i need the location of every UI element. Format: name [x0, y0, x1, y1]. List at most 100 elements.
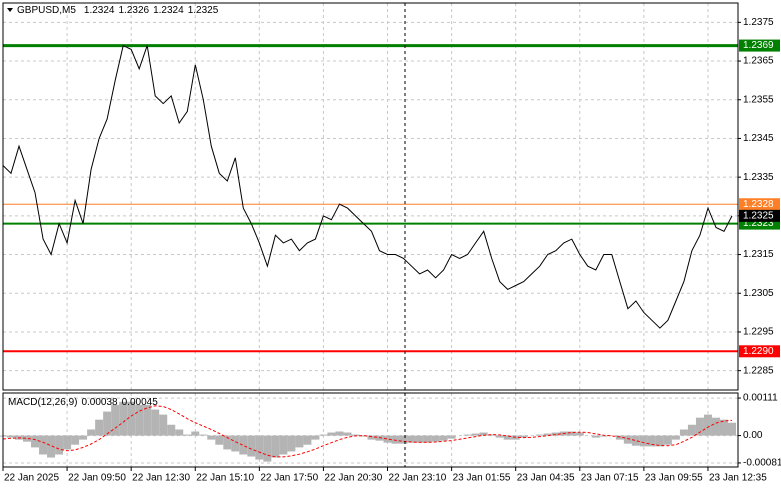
macd-bar — [103, 411, 112, 436]
labels: 1.2285 1.2295 1.2305 1.2315 1.2325 1.2335 1.23… — [2, 17, 781, 484]
macd-bar — [599, 435, 608, 437]
macd-bar — [431, 435, 440, 442]
macd-bar — [239, 435, 248, 455]
macd-bar — [159, 414, 168, 436]
macd-bar — [639, 435, 648, 447]
macd-bar — [71, 435, 80, 445]
high: 1.2326 — [119, 5, 150, 16]
signal-line — [2, 405, 733, 458]
macd-bar — [703, 414, 712, 436]
macd-bar — [87, 429, 96, 436]
macd-value: 0.00038 — [81, 397, 118, 408]
macd-bar — [487, 434, 496, 436]
macd-bar — [551, 432, 560, 436]
macd-bar — [263, 435, 272, 462]
level-label: 1.2369 — [743, 40, 774, 51]
macd-bar — [39, 435, 48, 455]
macd-bar — [255, 435, 264, 460]
macd-bar — [647, 435, 656, 447]
macd-bar — [567, 431, 576, 436]
y-tick-label: 1.2315 — [743, 249, 774, 260]
macd-frame — [2, 392, 739, 468]
macd-bar — [503, 435, 512, 440]
price-frame — [2, 2, 739, 391]
x-tick-label: 22 Jan 2025 — [4, 473, 59, 484]
macd-bar — [167, 424, 176, 436]
y-tick-label: 1.2305 — [743, 288, 774, 299]
x-tick-label: 23 Jan 07:15 — [581, 473, 639, 484]
x-tick-label: 22 Jan 09:50 — [68, 473, 126, 484]
x-tick-label: 22 Jan 20:30 — [324, 473, 382, 484]
macd-bar — [183, 434, 192, 436]
chart-header: GBPUSD,M5 1.2324 1.2326 1.2324 1.2325 — [17, 5, 219, 16]
macd-bar — [79, 435, 88, 440]
y-tick-label: 1.2375 — [743, 17, 774, 28]
macd-bar — [47, 435, 56, 458]
x-tick-label: 22 Jan 17:50 — [260, 473, 318, 484]
macd-bar — [111, 404, 120, 436]
price-label: 1.2325 — [743, 210, 774, 221]
x-tick-label: 23 Jan 12:35 — [709, 473, 767, 484]
grid — [2, 3, 738, 467]
low: 1.2324 — [153, 5, 184, 16]
macd-bar — [335, 431, 344, 436]
macd-bar — [383, 435, 392, 443]
close: 1.2325 — [188, 5, 219, 16]
chart-title: GBPUSD,M5 — [17, 5, 76, 16]
x-tick-label: 22 Jan 23:10 — [389, 473, 447, 484]
macd-bar — [143, 404, 152, 436]
macd-bar — [119, 401, 128, 436]
signal-value: 0.00045 — [122, 397, 159, 408]
macd-bar — [175, 429, 184, 436]
macd-bar — [711, 417, 720, 436]
macd-bar — [343, 432, 352, 436]
macd-bar — [303, 435, 312, 445]
macd-bar — [519, 435, 528, 438]
menu-arrow[interactable] — [7, 8, 13, 12]
macd-bar — [151, 409, 160, 436]
macd-bar — [399, 435, 408, 444]
macd-bar — [407, 435, 416, 443]
macd-bar — [391, 435, 400, 444]
macd-bar — [415, 435, 424, 443]
price-label-box — [739, 209, 780, 222]
open: 1.2324 — [84, 5, 115, 16]
macd-bar — [463, 434, 472, 436]
macd-bar — [447, 435, 456, 439]
macd-bar — [623, 435, 632, 444]
macd-bar — [671, 435, 680, 440]
y-tick-label: 1.2335 — [743, 172, 774, 183]
macd-bar — [279, 435, 288, 455]
level-label: 1.2328 — [743, 199, 774, 210]
macd-bar — [471, 433, 480, 436]
macd-bar — [655, 435, 664, 447]
macd-bar — [439, 435, 448, 441]
macd-bar — [95, 419, 104, 436]
macd-bar — [23, 435, 32, 442]
y-tick-label: 1.2345 — [743, 133, 774, 144]
macd-bar — [495, 435, 504, 438]
macd-header: MACD(12,26,9) 0.00038 0.00045 — [8, 397, 158, 408]
macd-bar — [7, 435, 16, 438]
y-tick-label: 1.2355 — [743, 94, 774, 105]
macd-bar — [351, 434, 360, 436]
y-tick-label: 1.2365 — [743, 56, 774, 67]
x-tick-label: 23 Jan 01:55 — [453, 473, 511, 484]
level-label: 1.2290 — [743, 346, 774, 357]
level-label-box — [739, 39, 780, 52]
macd-bar — [215, 435, 224, 445]
macd-bar — [223, 435, 232, 450]
y-tick-label: 1.2295 — [743, 327, 774, 338]
macd-bar — [271, 435, 280, 458]
y-tick-label: 0.00111 — [743, 393, 778, 404]
macd-bar — [687, 424, 696, 436]
x-tick-label: 22 Jan 12:30 — [132, 473, 190, 484]
data — [0, 44, 738, 462]
macd-bar — [31, 435, 40, 448]
macd-bar — [575, 432, 584, 436]
price-line — [2, 44, 733, 329]
macd-title: MACD(12,26,9) — [8, 397, 77, 408]
macd-bar — [663, 435, 672, 445]
macd-bar — [247, 435, 256, 457]
